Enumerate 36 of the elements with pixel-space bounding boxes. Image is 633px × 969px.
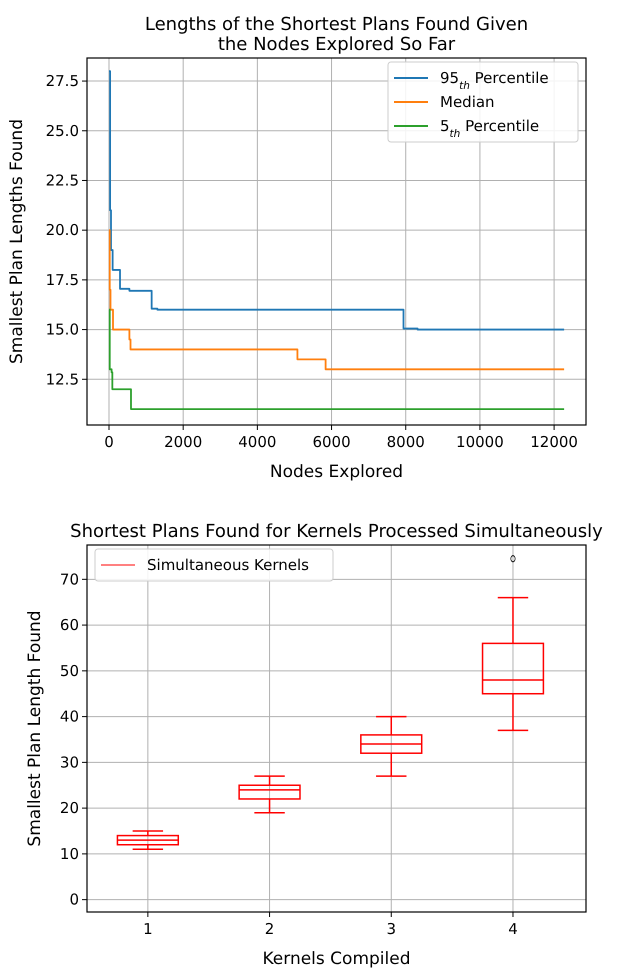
y-tick-label: 12.5 bbox=[46, 370, 79, 388]
x-tick-label: 12000 bbox=[530, 433, 578, 451]
chart-title: Lengths of the Shortest Plans Found Given the Nodes Explored So Far bbox=[144, 14, 528, 55]
x-axis-title: Nodes Explored bbox=[270, 462, 404, 482]
x-tick-label: 2 bbox=[264, 920, 274, 938]
x-tick-label: 4000 bbox=[238, 433, 276, 451]
y-tick-label: 10 bbox=[60, 844, 79, 863]
chart-title: Shortest Plans Found for Kernels Processed Simultaneously bbox=[70, 521, 604, 542]
y-tick-label: 60 bbox=[60, 616, 79, 634]
legend-label: 95$_{th}$ Percentile bbox=[440, 69, 549, 92]
y-tick-label: 20 bbox=[60, 799, 79, 818]
y-axis-title: Smallest Plan Lengths Found bbox=[7, 119, 27, 364]
legend-label: Median bbox=[440, 93, 495, 111]
y-tick-label: 40 bbox=[60, 708, 79, 726]
legend-label: 5$_{th}$ Percentile bbox=[440, 117, 540, 140]
y-tick-label: 0 bbox=[69, 890, 79, 909]
y-tick-label: 70 bbox=[60, 570, 79, 588]
legend-label: Simultaneous Kernels bbox=[147, 556, 310, 574]
y-tick-label: 25.0 bbox=[46, 122, 79, 140]
x-tick-label: 1 bbox=[143, 920, 153, 938]
x-tick-label: 6000 bbox=[312, 433, 351, 451]
y-tick-label: 22.5 bbox=[46, 171, 79, 190]
x-tick-label: 0 bbox=[104, 433, 114, 451]
y-tick-label: 20.0 bbox=[46, 221, 79, 240]
y-tick-label: 30 bbox=[60, 753, 79, 772]
x-tick-label: 8000 bbox=[386, 433, 425, 451]
y-tick-label: 50 bbox=[60, 662, 79, 680]
x-tick-label: 10000 bbox=[456, 433, 504, 451]
y-axis-title: Smallest Plan Length Found bbox=[25, 610, 45, 847]
x-tick-label: 4 bbox=[508, 920, 518, 938]
x-tick-label: 2000 bbox=[164, 433, 202, 451]
x-tick-label: 3 bbox=[386, 920, 396, 938]
y-tick-label: 27.5 bbox=[46, 72, 79, 90]
x-axis-title: Kernels Compiled bbox=[262, 949, 410, 969]
y-tick-label: 17.5 bbox=[46, 270, 79, 289]
y-tick-label: 15.0 bbox=[46, 320, 79, 339]
